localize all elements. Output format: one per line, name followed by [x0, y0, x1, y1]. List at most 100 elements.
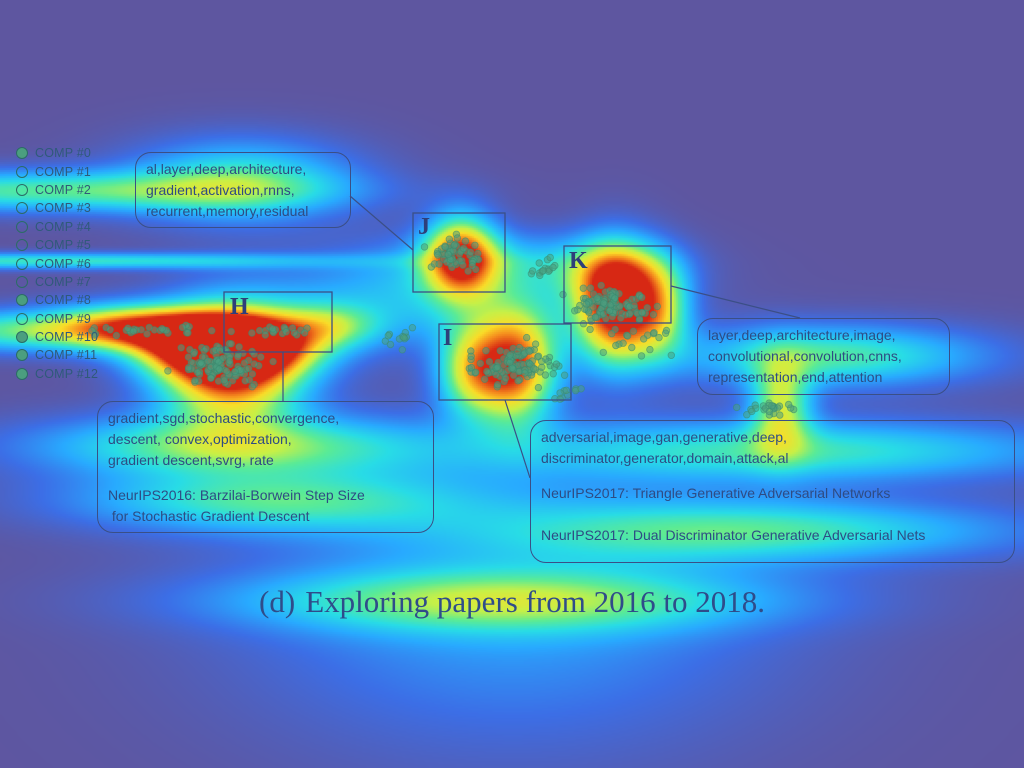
- scatter-point: [398, 346, 406, 354]
- scatter-point: [482, 347, 490, 355]
- keyword-line: descent, convex,optimization,: [108, 431, 292, 447]
- scatter-point: [630, 301, 638, 310]
- scatter-point: [743, 411, 751, 419]
- scatter-point: [177, 344, 185, 352]
- legend-label: COMP #8: [35, 293, 92, 308]
- scatter-point: [599, 348, 607, 357]
- leader-lines: [282, 195, 801, 479]
- scatter-point: [628, 343, 636, 352]
- scatter-point: [525, 347, 533, 355]
- scatter-point: [528, 267, 537, 275]
- scatter-point: [521, 369, 529, 377]
- scatter-point: [638, 308, 646, 317]
- scatter-points: [88, 230, 798, 419]
- region-box-k: [563, 245, 672, 324]
- scatter-point: [88, 327, 96, 335]
- keyword-line: layer,deep,architecture,image,: [708, 327, 896, 343]
- scatter-point: [549, 370, 557, 378]
- scatter-point: [556, 389, 564, 397]
- scatter-point: [467, 352, 475, 360]
- scatter-point: [784, 400, 793, 409]
- scatter-point: [257, 353, 265, 361]
- keyword-line: discriminator,generator,domain,attack,al: [541, 450, 789, 466]
- legend-item: COMP #9: [16, 310, 98, 328]
- scatter-point: [508, 364, 516, 372]
- scatter-point: [552, 360, 561, 368]
- legend-marker: [16, 349, 28, 362]
- legend-item: COMP #11: [16, 346, 98, 364]
- scatter-point: [248, 329, 256, 337]
- scatter-point: [231, 367, 239, 376]
- region-label-h: H: [230, 294, 249, 320]
- legend-label: COMP #10: [35, 330, 99, 345]
- scatter-point: [611, 294, 619, 302]
- scatter-point: [222, 367, 231, 375]
- scatter-point: [733, 403, 741, 412]
- legend-item: COMP #6: [16, 254, 98, 272]
- scatter-point: [467, 363, 476, 372]
- scatter-point: [186, 345, 194, 354]
- scatter-point: [510, 371, 518, 379]
- scatter-point: [483, 367, 491, 376]
- legend-label: COMP #4: [35, 219, 92, 234]
- legend-item: COMP #0: [16, 144, 98, 162]
- scatter-point: [748, 407, 756, 416]
- scatter-point: [420, 243, 429, 251]
- scatter-point: [235, 343, 243, 351]
- scatter-point: [282, 328, 290, 336]
- scatter-point: [534, 383, 543, 392]
- scatter-point: [501, 374, 510, 382]
- scatter-point: [638, 293, 646, 302]
- scatter-point: [269, 325, 277, 333]
- scatter-point: [646, 345, 654, 354]
- scatter-point: [526, 360, 534, 368]
- scatter-point: [577, 385, 585, 393]
- scatter-point: [472, 368, 480, 376]
- legend-marker: [16, 257, 28, 270]
- legend-marker: [16, 294, 28, 307]
- scatter-point: [493, 363, 502, 372]
- scatter-point: [214, 358, 223, 366]
- scatter-point: [400, 333, 408, 342]
- scatter-point: [650, 329, 658, 337]
- scatter-point: [471, 241, 479, 249]
- legend-label: COMP #3: [35, 201, 92, 216]
- scatter-point: [129, 327, 138, 335]
- legend-marker: [16, 165, 28, 178]
- scatter-point: [464, 267, 472, 275]
- scatter-point: [562, 386, 571, 394]
- scatter-point: [227, 327, 235, 336]
- scatter-point: [476, 359, 485, 368]
- scatter-point: [450, 241, 458, 249]
- keyword-line: representation,end,attention: [708, 369, 883, 385]
- scatter-point: [228, 377, 237, 385]
- scatter-point: [466, 248, 475, 256]
- region-box-h: [223, 291, 333, 353]
- scatter-point: [384, 332, 392, 340]
- scatter-point: [492, 371, 500, 379]
- keyword-line: recurrent,memory,residual: [146, 203, 309, 219]
- scatter-point: [506, 351, 514, 359]
- scatter-point: [269, 357, 277, 366]
- scatter-point: [539, 267, 547, 275]
- scatter-point: [612, 341, 620, 350]
- scatter-point: [106, 326, 114, 334]
- scatter-point: [197, 359, 205, 367]
- scatter-point: [649, 310, 658, 319]
- legend-item: COMP #4: [16, 218, 98, 236]
- scatter-point: [164, 367, 172, 375]
- region-label-k: K: [569, 248, 588, 274]
- scatter-point: [227, 340, 235, 348]
- scatter-point: [549, 263, 557, 272]
- legend-item: COMP #1: [16, 162, 98, 180]
- scatter-point: [655, 333, 663, 342]
- region-label-i: I: [443, 325, 453, 351]
- scatter-point: [768, 402, 776, 410]
- legend-item: COMP #3: [16, 199, 98, 217]
- paper-title: NeurIPS2017: Dual Discriminator Generati…: [541, 527, 926, 543]
- paper-title: for Stochastic Gradient Descent: [108, 508, 310, 524]
- legend-item: COMP #12: [16, 365, 98, 383]
- scatter-point: [453, 234, 461, 242]
- scatter-point: [579, 284, 587, 292]
